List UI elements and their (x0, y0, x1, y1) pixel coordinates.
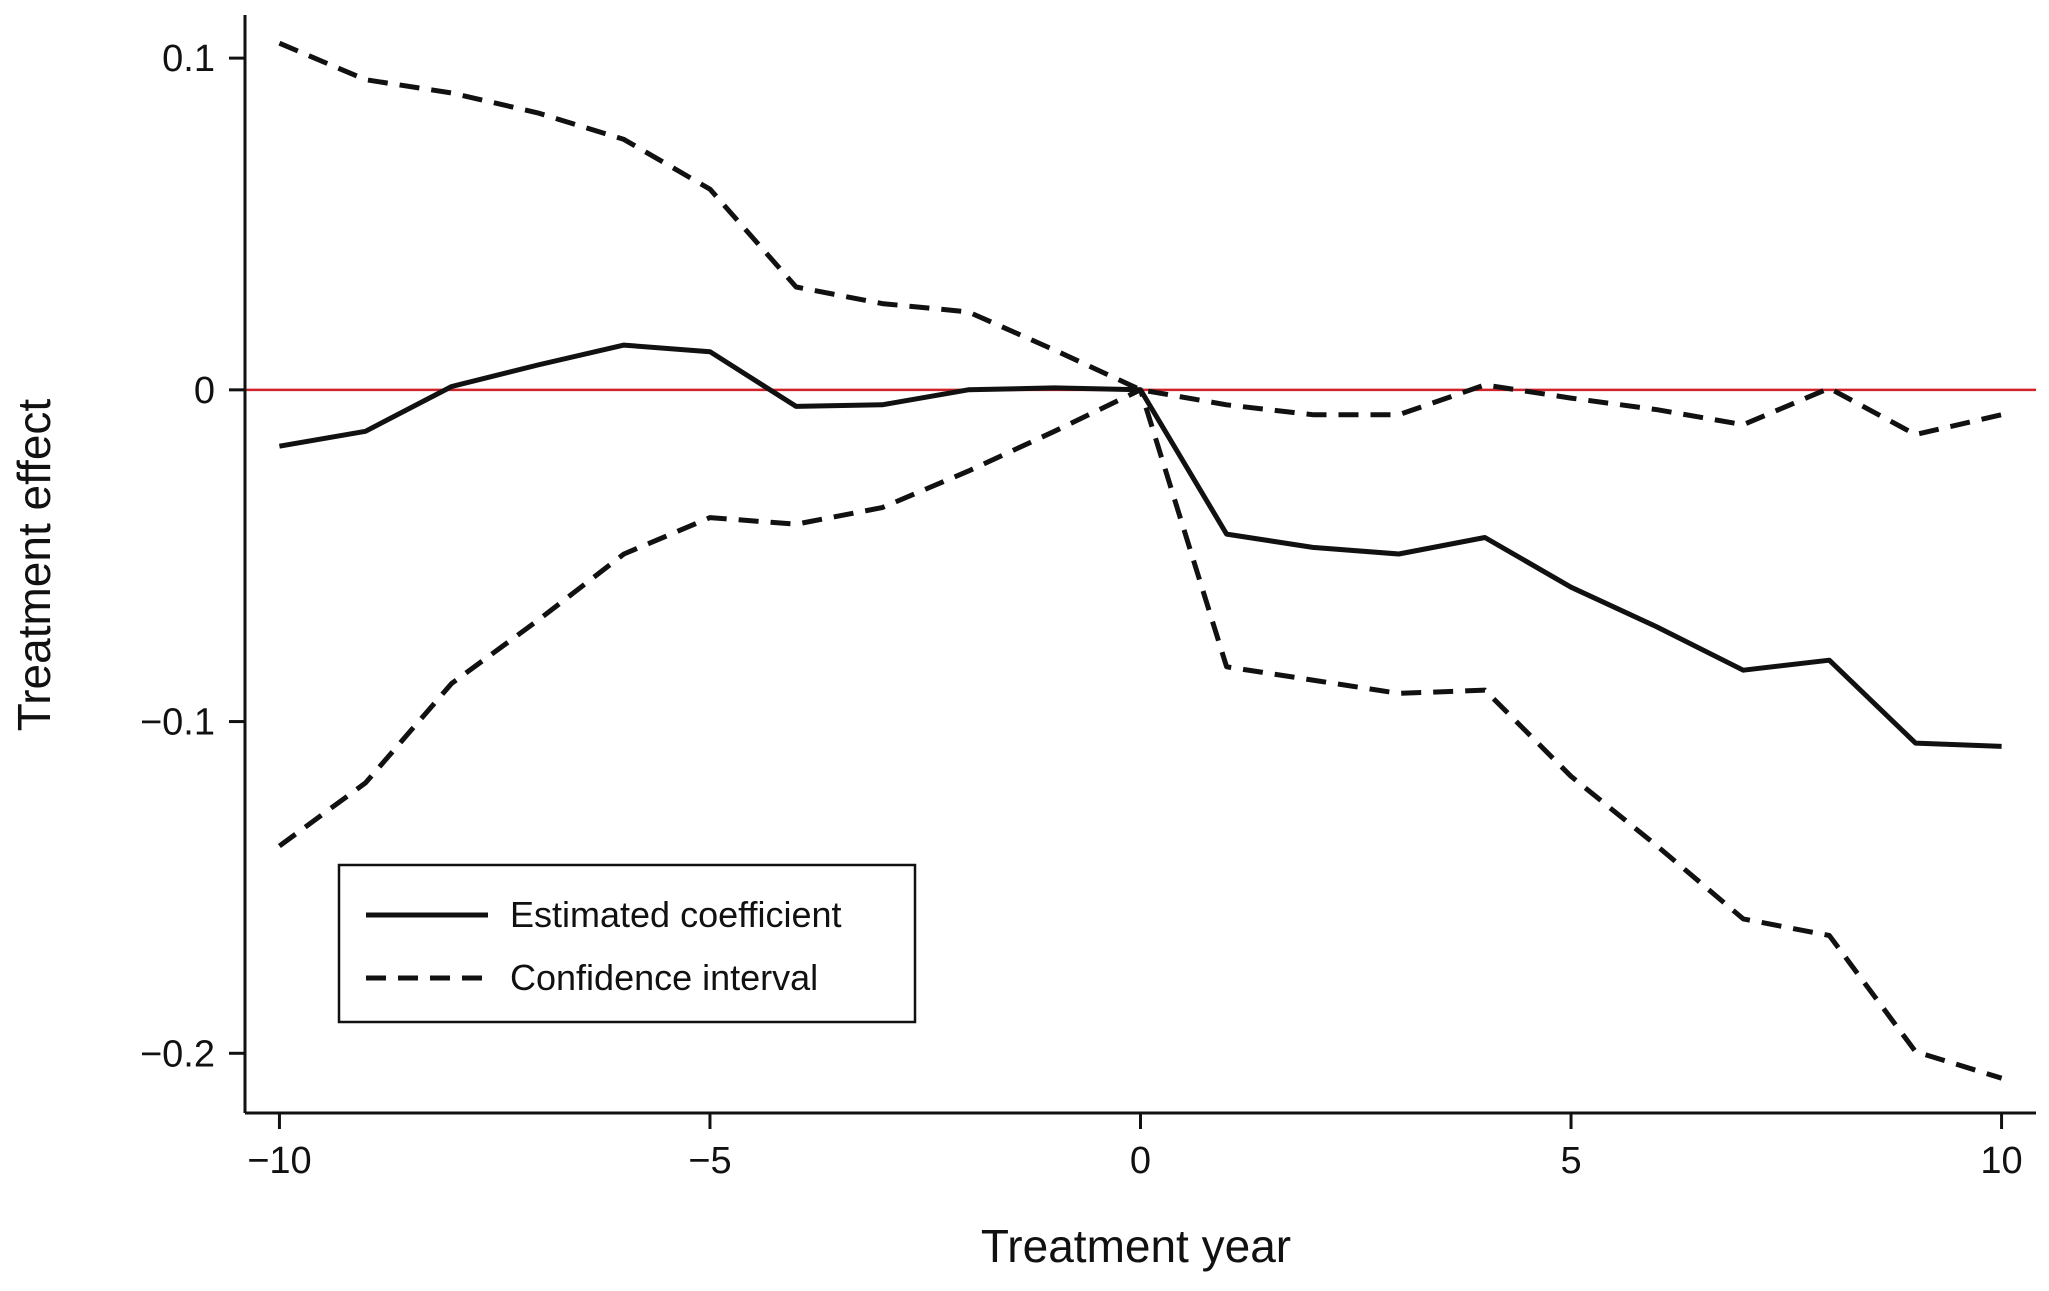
x-tick-label: 10 (1980, 1140, 2022, 1182)
x-tick-label: −5 (688, 1140, 731, 1182)
series-confidence-upper-line (278, 40, 2003, 438)
legend-box (337, 863, 917, 1024)
x-tick-label: 0 (1130, 1140, 1151, 1182)
x-axis-title: Treatment year (981, 1220, 1291, 1272)
x-tick-label: 5 (1560, 1140, 1581, 1182)
y-axis-ticks: 0.1 0 −0.1 −0.2 (140, 38, 245, 1075)
y-tick-label: 0 (194, 370, 215, 412)
legend-label-estimated-coefficient: Estimated coefficient (510, 894, 842, 935)
y-tick-label: −0.1 (140, 702, 215, 744)
series-layer (277, 40, 2003, 1081)
x-axis-ticks: −10 −5 0 5 10 (247, 1113, 2023, 1182)
series-estimated-coefficient-line (278, 342, 2002, 749)
legend: Estimated coefficient Confidence interva… (337, 863, 917, 1024)
series-confidence-lower-line (277, 387, 2003, 1081)
y-axis-title: Treatment effect (8, 399, 60, 732)
x-tick-label: −10 (247, 1140, 311, 1182)
y-tick-label: 0.1 (162, 38, 215, 80)
legend-label-confidence-interval: Confidence interval (510, 957, 818, 998)
y-tick-label: −0.2 (140, 1033, 215, 1075)
